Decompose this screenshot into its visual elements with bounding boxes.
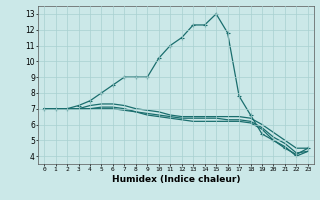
X-axis label: Humidex (Indice chaleur): Humidex (Indice chaleur) [112,175,240,184]
